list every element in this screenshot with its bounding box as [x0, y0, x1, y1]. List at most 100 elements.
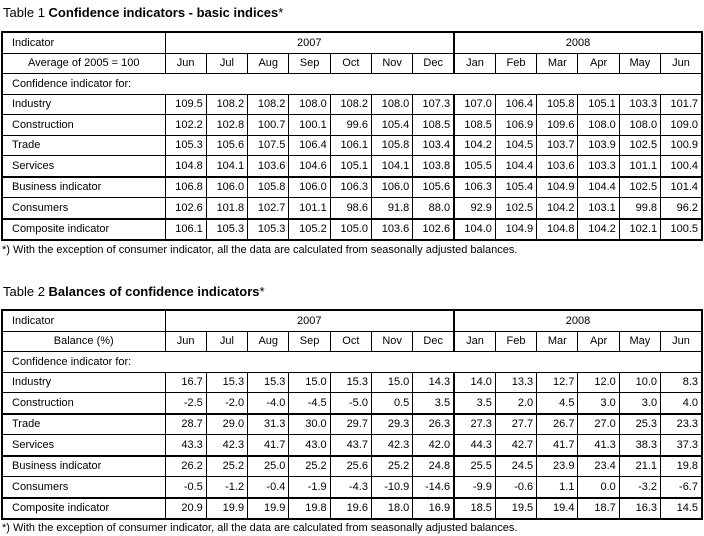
month-header: Feb [494, 52, 538, 74]
value-cell: 26.3 [412, 413, 456, 435]
value-cell: 18.7 [577, 497, 620, 520]
value-cell: 106.0 [370, 176, 414, 198]
month-header: Jun [660, 52, 703, 74]
month-header: Dec [412, 52, 456, 74]
value-cell: 24.5 [494, 455, 538, 477]
value-cell: -4.0 [247, 392, 290, 415]
value-cell: 103.9 [577, 134, 620, 156]
value-cell: 43.7 [329, 434, 372, 457]
value-cell: 105.4 [370, 114, 414, 136]
month-header: May [618, 52, 662, 74]
value-cell: 25.5 [453, 455, 496, 477]
value-cell: 8.3 [660, 371, 703, 393]
value-cell: 25.2 [370, 455, 414, 477]
table-row: Industry 16.7 15.3 15.3 15.0 15.3 15.0 14.3 14.0… [1, 371, 703, 393]
value-cell: 25.2 [288, 455, 331, 477]
value-cell: 105.3 [205, 218, 249, 241]
value-cell: 108.0 [577, 114, 620, 136]
value-cell: 105.8 [247, 176, 290, 198]
value-cell: 104.9 [494, 218, 538, 241]
value-cell: 15.3 [247, 371, 290, 393]
month-header-row: Average of 2005 = 100 Jun Jul Aug Sep Oct Nov D… [1, 52, 703, 74]
month-header: Aug [247, 330, 290, 352]
value-cell: 103.8 [412, 155, 456, 178]
indicator-header: Indicator [1, 31, 166, 54]
value-cell: 109.0 [660, 114, 703, 136]
value-cell: 101.1 [618, 155, 662, 178]
unit-label: Balance (%) [1, 330, 166, 352]
value-cell: 104.0 [453, 218, 496, 241]
month-header: Jul [205, 330, 249, 352]
table-row: Consumers -0.5 -1.2 -0.4 -1.9 -4.3 -10.9 -14.6-… [1, 476, 703, 499]
value-cell: 102.5 [494, 197, 538, 220]
value-cell: -0.4 [247, 476, 290, 499]
value-cell: -5.0 [329, 392, 372, 415]
month-header: Nov [370, 330, 414, 352]
month-header: Jan [453, 330, 496, 352]
value-cell: 103.7 [536, 134, 579, 156]
value-cell: 4.5 [536, 392, 579, 415]
value-cell: 108.2 [205, 93, 249, 115]
balances-table: Indicator 2007 2008 Balance (%) Jun Jul Aug Sep… [1, 309, 703, 520]
table-row: Construction -2.5 -2.0 -4.0 -4.5 -5.0 0.5 3.5 3.… [1, 392, 703, 415]
table2-title: Table 2 Balances of confidence indicator… [3, 284, 265, 299]
value-cell: 42.3 [205, 434, 249, 457]
value-cell: 19.4 [536, 497, 579, 520]
value-cell: 107.0 [453, 93, 496, 115]
value-cell: 100.7 [247, 114, 290, 136]
value-cell: 104.8 [536, 218, 579, 241]
value-cell: 102.6 [412, 218, 456, 241]
group-label: Confidence indicator for: [1, 73, 703, 95]
table-row: Business indicator 26.2 25.2 25.0 25.2 25.6 25… [1, 455, 703, 477]
table-row: Trade 28.7 29.0 31.3 30.0 29.7 29.3 26.3 27.3 27.… [1, 413, 703, 435]
value-cell: 99.8 [618, 197, 662, 220]
value-cell: 29.3 [370, 413, 414, 435]
value-cell: -0.5 [164, 476, 207, 499]
value-cell: 106.1 [329, 134, 372, 156]
value-cell: 105.8 [536, 93, 579, 115]
value-cell: 103.6 [370, 218, 414, 241]
value-cell: 28.7 [164, 413, 207, 435]
value-cell: 100.4 [660, 155, 703, 178]
row-label: Industry [1, 371, 166, 393]
value-cell: -2.5 [164, 392, 207, 415]
month-header: Mar [536, 52, 579, 74]
value-cell: 105.2 [288, 218, 331, 241]
value-cell: 103.6 [247, 155, 290, 178]
value-cell: 102.7 [247, 197, 290, 220]
table-row: Construction 102.2 102.8 100.7 100.1 99.6 105.… [1, 114, 703, 136]
table-row: Composite indicator 20.9 19.9 19.9 19.8 19.6 1… [1, 497, 703, 520]
value-cell: 105.3 [164, 134, 207, 156]
table1-title-prefix: Table 1 [3, 5, 49, 20]
value-cell: 104.4 [494, 155, 538, 178]
table-row: Composite indicator 106.1 105.3 105.3 105.2 1… [1, 218, 703, 241]
value-cell: 13.3 [494, 371, 538, 393]
value-cell: -10.9 [370, 476, 414, 499]
table1-title: Table 1 Confidence indicators - basic in… [3, 5, 283, 20]
year-header-row: Indicator 2007 2008 [1, 31, 703, 54]
value-cell: 104.4 [577, 176, 620, 198]
value-cell: 3.0 [577, 392, 620, 415]
value-cell: 18.0 [370, 497, 414, 520]
value-cell: -4.3 [329, 476, 372, 499]
indicator-header: Indicator [1, 309, 166, 332]
row-label: Composite indicator [1, 497, 166, 520]
value-cell: 10.0 [618, 371, 662, 393]
value-cell: 30.0 [288, 413, 331, 435]
value-cell: 14.5 [660, 497, 703, 520]
value-cell: 108.0 [288, 93, 331, 115]
value-cell: 91.8 [370, 197, 414, 220]
value-cell: 106.3 [329, 176, 372, 198]
value-cell: 106.0 [205, 176, 249, 198]
value-cell: 100.9 [660, 134, 703, 156]
value-cell: 104.1 [370, 155, 414, 178]
value-cell: 37.3 [660, 434, 703, 457]
value-cell: 106.9 [494, 114, 538, 136]
month-header: Jan [453, 52, 496, 74]
value-cell: 41.7 [247, 434, 290, 457]
year-header: 2007 [164, 309, 456, 332]
month-header: Nov [370, 52, 414, 74]
month-header-row: Balance (%) Jun Jul Aug Sep Oct Nov Dec Jan Feb Ma… [1, 330, 703, 352]
value-cell: 15.3 [329, 371, 372, 393]
value-cell: 26.7 [536, 413, 579, 435]
